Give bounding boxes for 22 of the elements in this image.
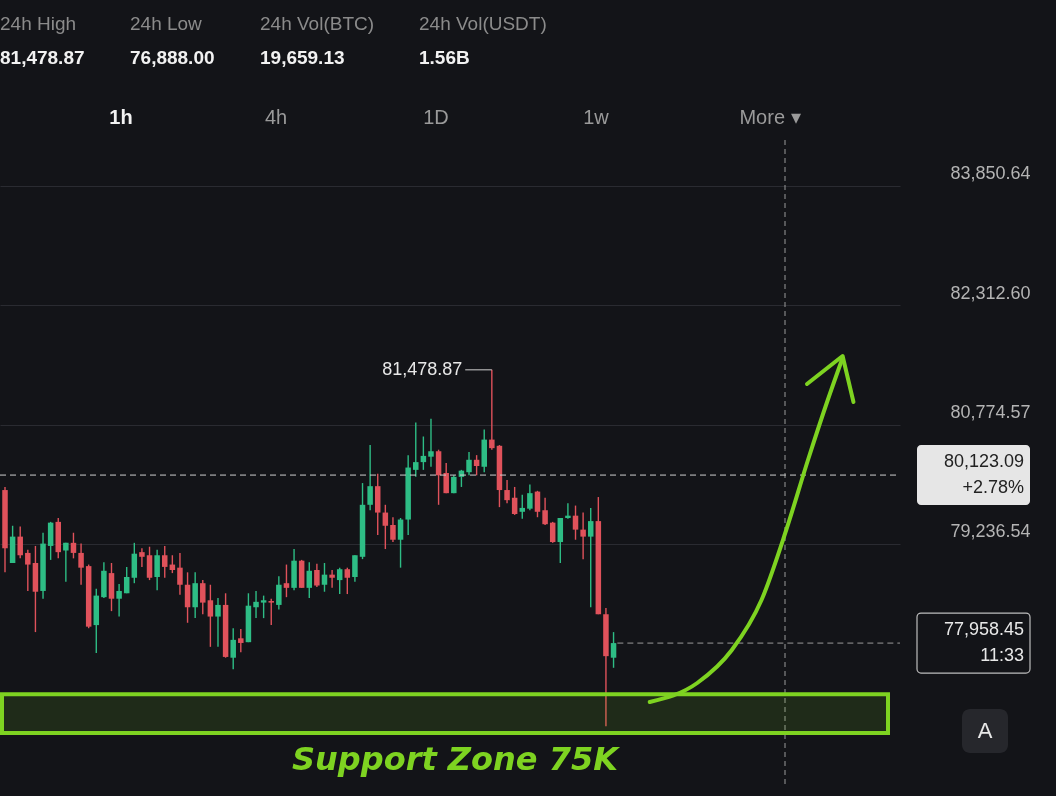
- text: 81,478.87: [0, 47, 85, 68]
- text: 24h High: [0, 13, 77, 34]
- text: A: [977, 718, 993, 743]
- text: 1D: [423, 106, 449, 128]
- y-tick-label: 79,236.54: [950, 521, 1031, 542]
- y-tick-label: 83,850.64: [950, 163, 1031, 184]
- ref-line-label: 77,958.45 11:33: [943, 619, 1024, 666]
- annotation: 81,478.87: [382, 358, 463, 379]
- text: 24h Vol(BTC): [260, 13, 375, 34]
- text: 24h Low: [130, 13, 203, 34]
- text: 1.56B: [419, 47, 470, 68]
- text: 76,888.00: [130, 47, 215, 68]
- text: 24h Vol(USDT): [419, 13, 547, 34]
- text: 1w: [583, 106, 610, 128]
- text: 4h: [264, 106, 288, 128]
- y-tick-label: 80,774.57: [950, 402, 1031, 422]
- text: 19,659.13: [260, 47, 345, 68]
- text: 1h: [109, 106, 133, 128]
- text: More ▾: [739, 106, 801, 128]
- y-tick-label: 82,312.60: [950, 282, 1031, 303]
- band-label: Support Zone 75K: [292, 740, 621, 778]
- ref-line-label: 80,123.09 +2.78%: [943, 451, 1024, 498]
